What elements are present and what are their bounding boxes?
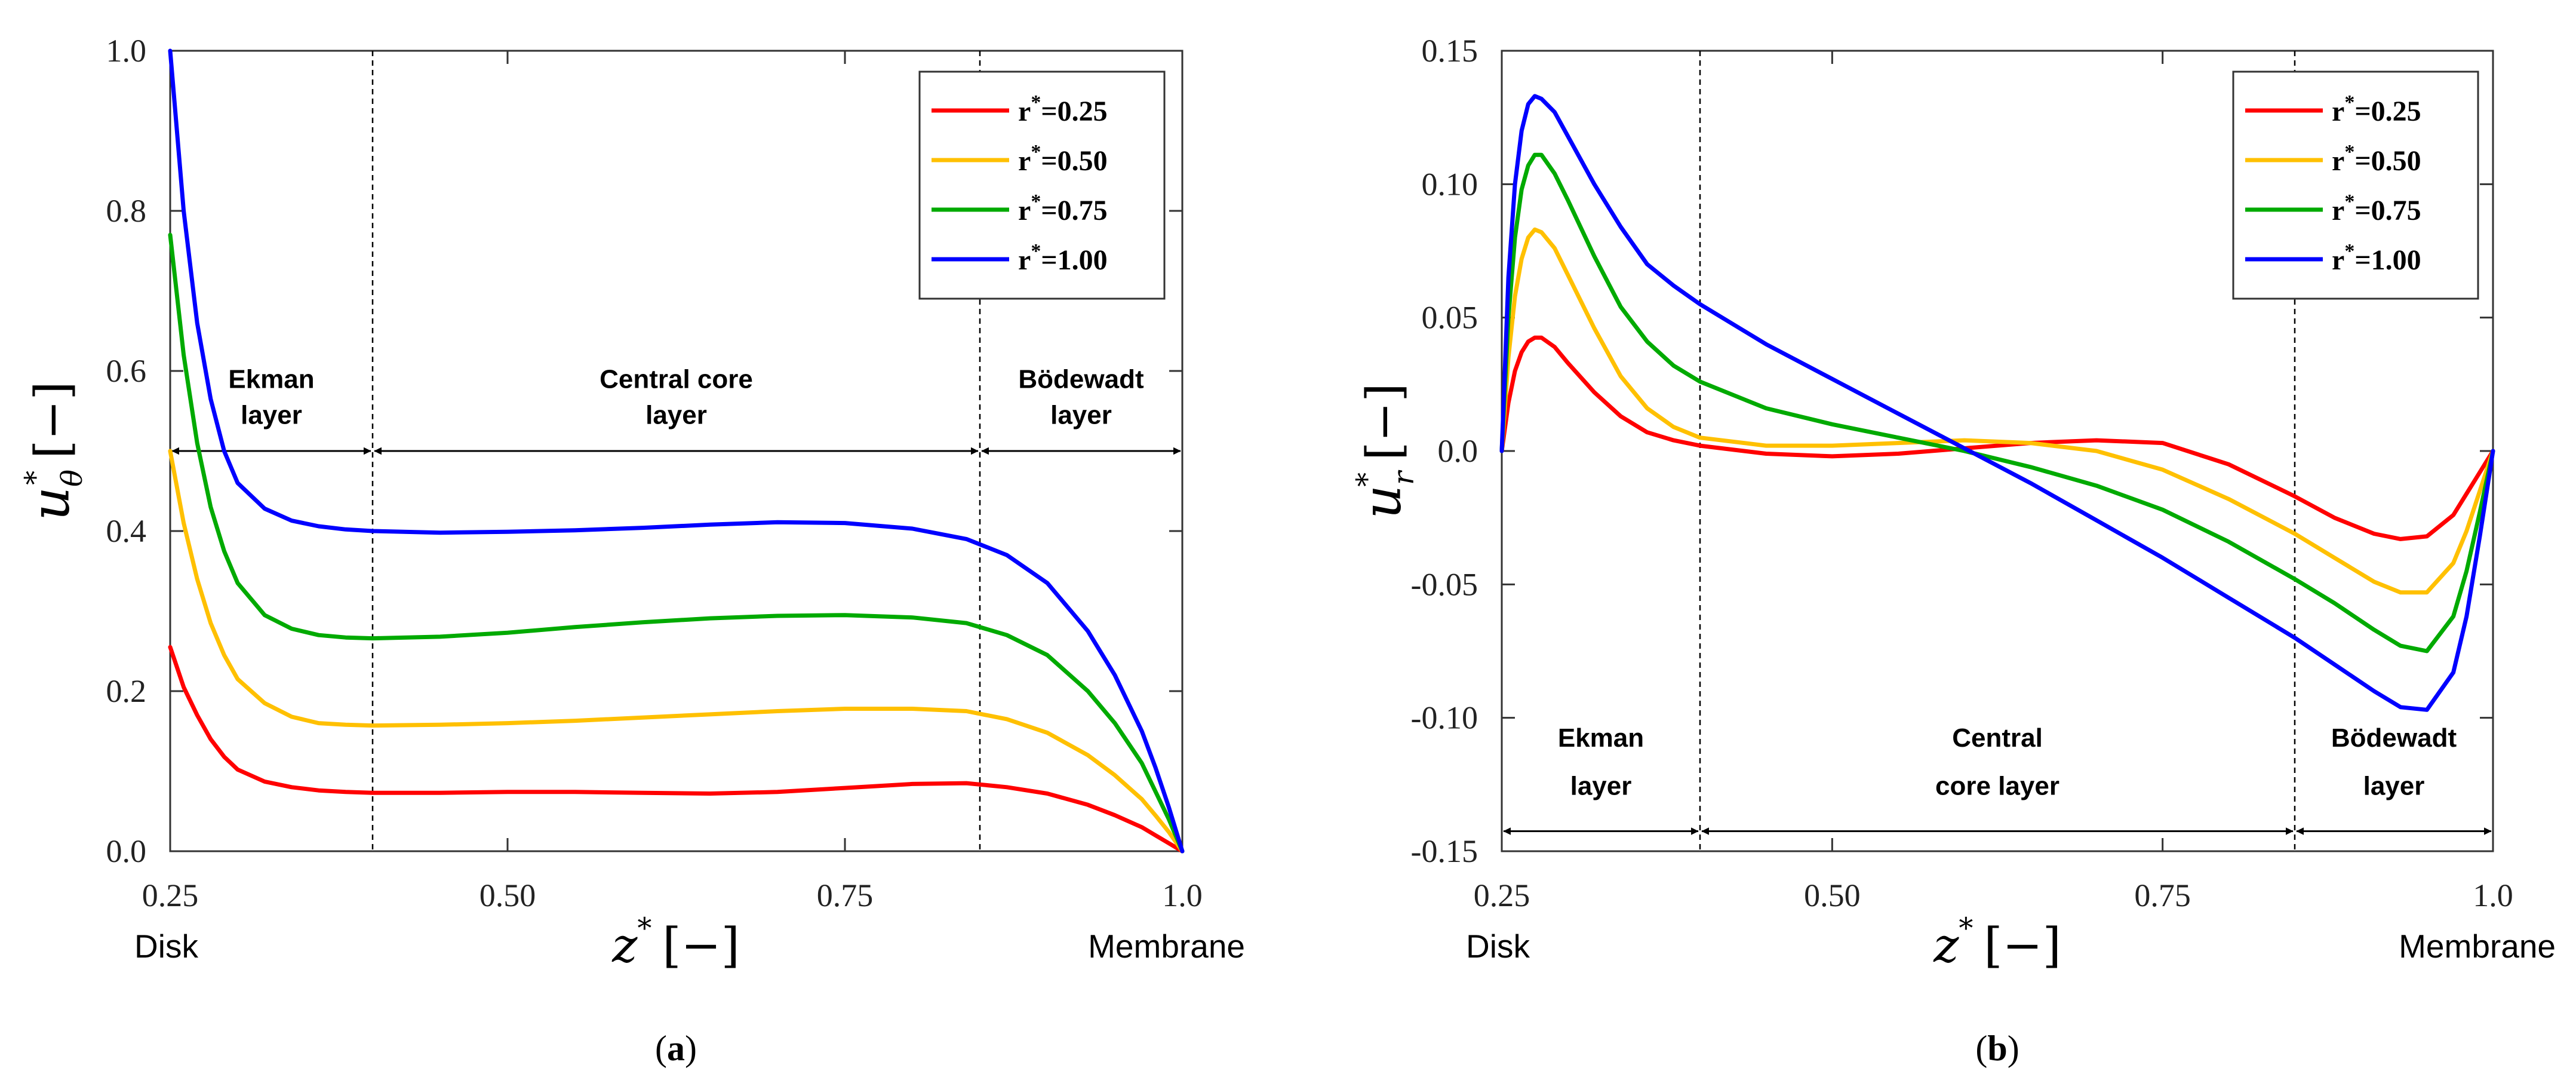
legend-var: r bbox=[2332, 195, 2344, 226]
x-tick-label: 1.0 bbox=[2473, 878, 2513, 913]
region-label: Central core bbox=[600, 364, 753, 394]
x-tick-label: 1.0 bbox=[1162, 878, 1203, 913]
legend-var: r bbox=[1018, 96, 1031, 127]
legend-star: * bbox=[2344, 141, 2354, 163]
legend-star: * bbox=[1031, 191, 1041, 213]
legend-value: =0.25 bbox=[2354, 96, 2421, 127]
series-line-r0-25 bbox=[1499, 335, 2495, 541]
series-line-r1-00 bbox=[168, 48, 1185, 854]
y-tick-label: -0.10 bbox=[1411, 700, 1478, 736]
y-tick-label: 0.0 bbox=[106, 833, 147, 869]
region-label: layer bbox=[2363, 772, 2425, 801]
legend-star: * bbox=[2344, 240, 2354, 262]
legend-var: r bbox=[2332, 244, 2344, 276]
legend-star: * bbox=[1031, 240, 1041, 262]
region-label: Ekman bbox=[1558, 723, 1644, 753]
legend-entry: r*=0.75 bbox=[2332, 191, 2421, 226]
legend-entry: r*=1.00 bbox=[1018, 240, 1108, 276]
legend-value: =0.50 bbox=[1041, 145, 1107, 177]
series-line-r0-50 bbox=[168, 449, 1185, 854]
disk-label: Disk bbox=[134, 928, 198, 965]
legend-entry: r*=0.50 bbox=[2332, 141, 2421, 177]
series-line-r0-25 bbox=[168, 645, 1185, 854]
legend-entry: r*=0.75 bbox=[1018, 191, 1108, 226]
region-label: Bödewadt bbox=[2331, 723, 2457, 753]
legend-value: =1.00 bbox=[1041, 244, 1107, 276]
legend-var: r bbox=[1018, 145, 1031, 177]
legend-value: =1.00 bbox=[2354, 244, 2421, 276]
series-line-r0-75 bbox=[1499, 152, 2495, 653]
legend-star: * bbox=[1031, 141, 1041, 163]
series-line-r0-50 bbox=[1499, 227, 2495, 595]
region-label: Bödewadt bbox=[1018, 364, 1144, 394]
legend-var: r bbox=[1018, 195, 1031, 226]
membrane-label: Membrane bbox=[1088, 928, 1245, 965]
panel-caption: (a) bbox=[655, 1029, 697, 1068]
x-tick-label: 0.25 bbox=[142, 878, 199, 913]
series-line-r0-75 bbox=[168, 232, 1185, 854]
legend-entry: r*=0.25 bbox=[1018, 91, 1108, 127]
legend-entry: r*=0.25 bbox=[2332, 91, 2421, 127]
panel-caption: (b) bbox=[1975, 1029, 2019, 1068]
x-tick-label: 0.50 bbox=[479, 878, 536, 913]
x-tick-label: 0.75 bbox=[817, 878, 874, 913]
series-line-r1-00 bbox=[1499, 94, 2495, 712]
legend-var: r bbox=[2332, 96, 2344, 127]
chart-a: 0.0 0.2 0.4 0.6 0.8 1.0 0.25 0.50 0.75 1.0 Ekman la… bbox=[19, 33, 1245, 1068]
disk-label: Disk bbox=[1466, 928, 1530, 965]
y-tick-label: -0.05 bbox=[1411, 566, 1478, 602]
legend-value: =0.75 bbox=[1041, 195, 1107, 226]
legend-value: =0.25 bbox=[1041, 96, 1107, 127]
y-tick-label: 1.0 bbox=[106, 33, 147, 69]
y-tick-label: 0.8 bbox=[106, 193, 147, 229]
y-axis-label: uθ*[−] bbox=[19, 381, 89, 520]
y-tick-label: 0.0 bbox=[1438, 433, 1478, 469]
x-tick-label: 0.50 bbox=[1804, 878, 1861, 913]
y-tick-label: 0.10 bbox=[1422, 166, 1478, 202]
legend-var: r bbox=[1018, 244, 1031, 276]
legend-star: * bbox=[1031, 91, 1041, 113]
chart-b: -0.15 -0.10 -0.05 0.0 0.05 0.10 0.15 0.25 0.50 0.… bbox=[1350, 33, 2556, 1068]
region-label: layer bbox=[241, 401, 302, 430]
y-tick-label: -0.15 bbox=[1411, 833, 1478, 869]
region-label: Central bbox=[1952, 723, 2043, 753]
legend-value: =0.75 bbox=[2354, 195, 2421, 226]
x-axis-label: z* [−] bbox=[1933, 912, 2061, 973]
region-label: Ekman bbox=[228, 364, 314, 394]
legend-var: r bbox=[2332, 145, 2344, 177]
legend-entry: r*=1.00 bbox=[2332, 240, 2421, 276]
legend-value: =0.50 bbox=[2354, 145, 2421, 177]
x-tick-label: 0.25 bbox=[1474, 878, 1530, 913]
region-label: layer bbox=[1570, 772, 1632, 801]
region-label: core layer bbox=[1935, 772, 2059, 801]
y-axis-label: ur*[−] bbox=[1350, 383, 1421, 518]
x-axis-label: z* [−] bbox=[611, 912, 740, 973]
region-label: layer bbox=[645, 401, 707, 430]
legend-star: * bbox=[2344, 191, 2354, 213]
legend-entry: r*=0.50 bbox=[1018, 141, 1108, 177]
y-tick-label: 0.4 bbox=[106, 513, 147, 549]
membrane-label: Membrane bbox=[2399, 928, 2556, 965]
y-tick-label: 0.6 bbox=[106, 353, 147, 389]
y-tick-label: 0.2 bbox=[106, 673, 147, 709]
region-label: layer bbox=[1050, 401, 1112, 430]
y-tick-label: 0.15 bbox=[1422, 33, 1478, 69]
legend-star: * bbox=[2344, 91, 2354, 113]
y-tick-label: 0.05 bbox=[1422, 300, 1478, 336]
x-tick-label: 0.75 bbox=[2134, 878, 2191, 913]
